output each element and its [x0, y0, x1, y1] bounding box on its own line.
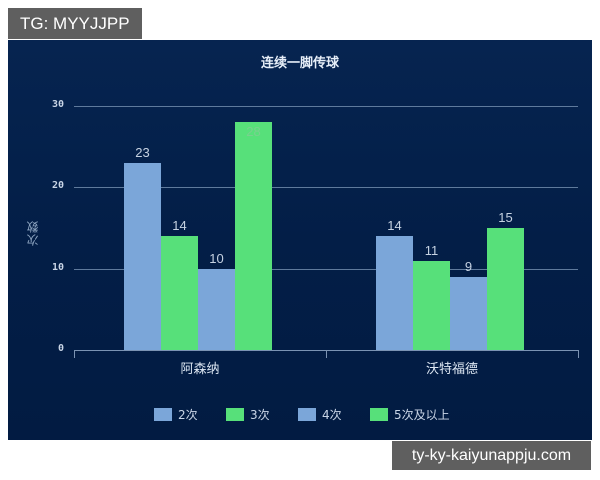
- legend-label: 4次: [322, 408, 342, 422]
- legend-swatch-icon: [298, 408, 316, 421]
- bar-value-label: 14: [387, 218, 402, 234]
- legend-swatch-icon: [370, 408, 388, 421]
- legend-item[interactable]: 5次及以上: [370, 406, 450, 423]
- y-tick-label: 10: [51, 261, 64, 273]
- x-category-label: 沃特福德: [425, 362, 478, 377]
- gridline: [74, 187, 578, 189]
- legend-item[interactable]: 3次: [226, 406, 270, 423]
- watermark-bottom-right: ty-ky-kaiyunappju.com: [392, 441, 591, 470]
- legend-label: 2次: [178, 408, 198, 422]
- legend-label: 5次及以上: [394, 408, 450, 422]
- bar-0-0: [124, 162, 161, 350]
- x-axis-tick: [326, 350, 327, 358]
- bar-0-1: [161, 236, 198, 350]
- x-category-label: 阿森纳: [180, 362, 220, 377]
- bar-1-2: [450, 276, 487, 350]
- legend-item[interactable]: 4次: [298, 406, 342, 423]
- bar-value-label: 10: [209, 250, 224, 266]
- gridline: [74, 106, 578, 107]
- bar-value-label: 11: [424, 242, 439, 258]
- bar-1-3: [487, 228, 524, 350]
- bar-0-2: [198, 268, 235, 350]
- bar-1-1: [413, 260, 450, 350]
- y-axis-label: 次数: [26, 220, 40, 246]
- y-tick-label: 0: [57, 343, 64, 354]
- gridline: [74, 268, 578, 270]
- chart-panel: 连续一脚传球 次数 0 10 20 30 23 14 10 28 阿森纳 14 11 9 15 沃特福德 …: [8, 40, 592, 440]
- x-axis-tick: [578, 350, 579, 358]
- bar-value-label: 28: [246, 124, 261, 140]
- chart-title: 连续一脚传球: [260, 56, 339, 71]
- bar-0-3: [235, 122, 272, 350]
- x-axis-tick: [74, 350, 75, 358]
- legend-item[interactable]: 2次: [154, 406, 198, 423]
- legend-label: 3次: [250, 408, 270, 422]
- bar-value-label: 15: [498, 210, 513, 225]
- legend-swatch-icon: [154, 408, 172, 421]
- y-tick-label: 30: [51, 99, 64, 110]
- y-tick-label: 20: [51, 180, 64, 192]
- bar-1-0: [376, 236, 413, 350]
- watermark-top-left: TG: MYYJJPP: [8, 8, 142, 39]
- legend-swatch-icon: [226, 408, 244, 421]
- bar-value-label: 9: [464, 258, 473, 274]
- bar-value-label: 23: [135, 144, 150, 160]
- bar-value-label: 14: [172, 218, 187, 234]
